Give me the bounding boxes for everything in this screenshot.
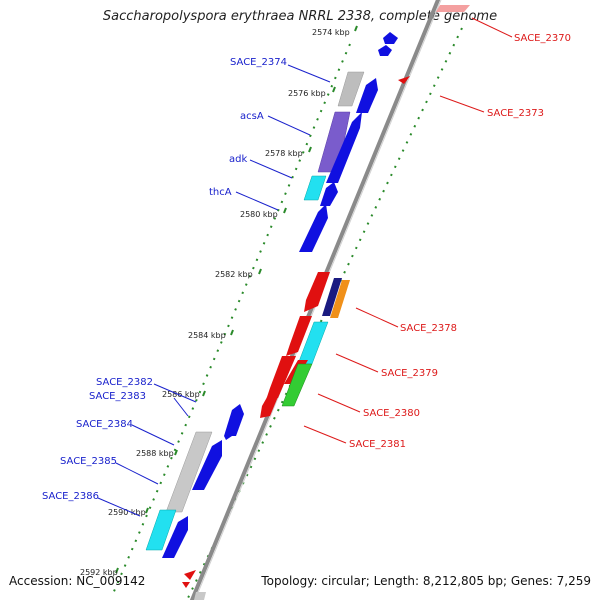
gene-arrow-gray xyxy=(165,431,213,513)
plus-strand-features xyxy=(145,32,398,558)
gene-label: acsA xyxy=(240,111,264,122)
axis-tick-labels: 2574 kbp 2576 kbp 2578 kbp 2580 kbp 2582… xyxy=(80,28,350,577)
gene-arrow-minus xyxy=(436,5,470,12)
label-leader-line xyxy=(249,159,293,179)
label-leader-line xyxy=(355,307,399,328)
axis-tick xyxy=(332,86,336,93)
axis-tick xyxy=(258,268,262,275)
label-leader-line xyxy=(131,424,175,446)
axis-tick xyxy=(202,390,206,397)
plus-gene-labels: SACE_2374 acsA adk thcA SACE_2382 SACE_2… xyxy=(42,57,287,502)
gene-arrow-minus xyxy=(398,76,410,84)
tick-label: 2588 kbp xyxy=(136,449,174,458)
gene-label: SACE_2382 xyxy=(96,377,153,388)
label-leader-line xyxy=(439,95,485,113)
gene-arrow-plus xyxy=(192,440,222,490)
axis-tick xyxy=(174,449,178,456)
label-leader-line xyxy=(471,17,513,38)
tick-label: 2574 kbp xyxy=(312,28,350,37)
gene-label: SACE_2386 xyxy=(42,491,99,502)
gene-label: SACE_2385 xyxy=(60,456,117,467)
label-leader-line xyxy=(153,383,197,403)
gene-arrow-cyan xyxy=(145,509,177,551)
genome-title: Saccharopolyspora erythraea NRRL 2338, c… xyxy=(102,9,498,24)
gene-arrow-plus xyxy=(299,204,328,252)
gene-arrow-plus xyxy=(320,182,338,206)
axis-tick xyxy=(115,567,119,574)
tick-label: 2580 kbp xyxy=(240,210,278,219)
plus-label-leaders xyxy=(97,64,331,517)
axis-tick xyxy=(145,507,149,514)
minus-label-leaders xyxy=(303,17,513,444)
gene-arrow-plus xyxy=(162,516,188,558)
tick-label: 2590 kbp xyxy=(108,508,146,517)
axis-tick xyxy=(308,146,312,153)
gene-arrow-plus xyxy=(356,78,378,113)
accession-text: Accession: NC_009142 xyxy=(9,574,146,588)
axis-tick xyxy=(354,25,358,32)
gene-label: SACE_2380 xyxy=(363,408,420,419)
minus-gene-labels: SACE_2370 SACE_2373 SACE_2378 SACE_2379 … xyxy=(349,33,571,450)
gene-arrow-minus xyxy=(286,316,312,356)
gene-arrow-gray xyxy=(194,592,206,600)
gene-arrow-minus xyxy=(182,582,190,588)
label-leader-line xyxy=(287,64,331,83)
gene-arrow-plus xyxy=(224,436,232,440)
gene-label: SACE_2383 xyxy=(89,391,146,402)
gene-arrow-green xyxy=(281,363,313,407)
label-leader-line xyxy=(173,397,189,417)
tick-label: 2582 kbp xyxy=(215,270,253,279)
gene-arrow-cyan xyxy=(303,175,327,201)
tick-label: 2592 kbp xyxy=(80,568,118,577)
gene-arrow-minus xyxy=(260,392,280,418)
tick-label: 2586 kbp xyxy=(162,390,200,399)
gene-label: SACE_2384 xyxy=(76,419,133,430)
gene-label: SACE_2378 xyxy=(400,323,457,334)
gene-arrow-navy xyxy=(322,278,342,316)
label-leader-line xyxy=(335,353,379,373)
gene-arrow-plus xyxy=(224,404,244,436)
gene-arrow-plus xyxy=(326,112,362,183)
label-leader-line xyxy=(317,393,361,413)
gene-arrow-plus xyxy=(378,45,392,56)
label-leader-line xyxy=(97,497,141,517)
gene-label: SACE_2373 xyxy=(487,108,544,119)
gene-label: SACE_2379 xyxy=(381,368,438,379)
gene-label: SACE_2381 xyxy=(349,439,406,450)
axis-tick xyxy=(230,329,234,336)
label-leader-line xyxy=(115,462,159,485)
gene-label: SACE_2370 xyxy=(514,33,571,44)
tick-label: 2578 kbp xyxy=(265,149,303,158)
gene-label: SACE_2374 xyxy=(230,57,287,68)
tick-label: 2576 kbp xyxy=(288,89,326,98)
genome-summary-text: Topology: circular; Length: 8,212,805 bp… xyxy=(261,574,591,588)
label-leader-line xyxy=(267,115,311,136)
gc-track-inner xyxy=(111,43,351,597)
label-leader-line xyxy=(235,191,279,211)
minus-strand-features xyxy=(182,5,470,600)
gene-arrow-plus xyxy=(383,32,398,44)
gene-arrow-orange xyxy=(330,280,350,318)
gene-arrow-minus xyxy=(184,570,196,580)
gene-label: thcA xyxy=(209,187,232,198)
gene-arrow-gray xyxy=(337,71,365,107)
axis-ticks xyxy=(115,25,358,574)
tick-label: 2584 kbp xyxy=(188,331,226,340)
gene-label: adk xyxy=(229,154,247,165)
gene-arrow-minus xyxy=(304,272,330,312)
gene-arrow-minus xyxy=(266,356,296,400)
label-leader-line xyxy=(303,425,347,444)
axis-tick xyxy=(283,207,287,214)
